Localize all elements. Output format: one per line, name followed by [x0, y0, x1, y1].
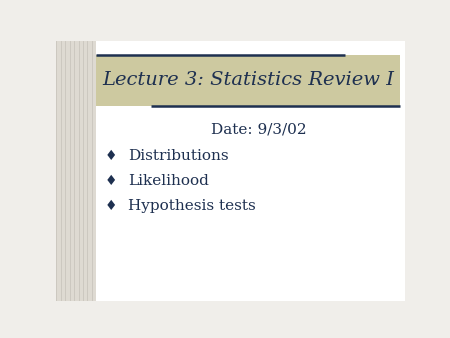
- Text: Distributions: Distributions: [128, 149, 228, 163]
- Text: Lecture 3: Statistics Review I: Lecture 3: Statistics Review I: [102, 71, 394, 89]
- Text: Hypothesis tests: Hypothesis tests: [128, 199, 256, 213]
- Text: Date: 9/3/02: Date: 9/3/02: [211, 122, 306, 136]
- Text: ♦: ♦: [105, 174, 117, 188]
- Text: ♦: ♦: [105, 149, 117, 163]
- Bar: [96, 105, 405, 301]
- Bar: [96, 41, 405, 301]
- Bar: [56, 41, 96, 301]
- Bar: [96, 55, 400, 105]
- Text: Likelihood: Likelihood: [128, 174, 209, 188]
- Text: ♦: ♦: [105, 199, 117, 213]
